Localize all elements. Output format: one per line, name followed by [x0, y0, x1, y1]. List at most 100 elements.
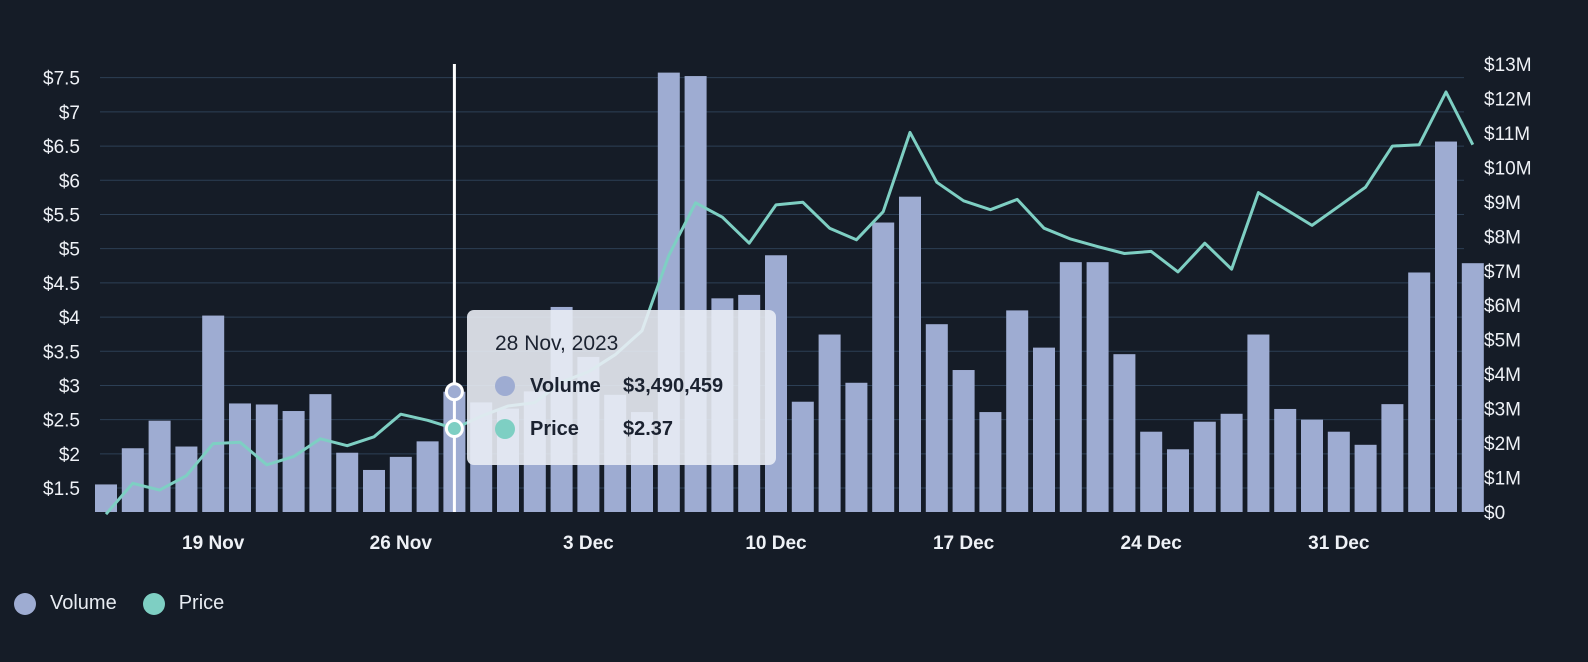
- chart-tooltip: 28 Nov, 2023 Volume $3,490,459 Price $2.…: [467, 310, 776, 465]
- volume-bar[interactable]: [1167, 449, 1189, 512]
- tooltip-price-label: Price: [530, 417, 579, 440]
- left-axis-tick-label: $2.5: [43, 411, 80, 432]
- tooltip-row-price: Price $2.37: [495, 416, 776, 442]
- volume-hover-marker: [444, 382, 464, 402]
- left-axis-labels: $1.5 $2 $2.5 $3 $3.5 $4 $4.5 $5 $5.5 $6 $6.5 $7 $7.5: [43, 69, 80, 500]
- volume-bar[interactable]: [229, 403, 251, 512]
- volume-bar[interactable]: [1354, 444, 1377, 512]
- left-axis-tick-label: $7: [59, 103, 80, 124]
- volume-bar[interactable]: [845, 382, 868, 512]
- legend-volume-label: Volume: [50, 592, 117, 614]
- left-axis-tick-label: $7.5: [43, 69, 80, 90]
- left-axis-tick-label: $4.5: [43, 274, 80, 295]
- right-axis-tick-label: $12M: [1484, 89, 1532, 110]
- left-axis-tick-label: $4: [59, 308, 81, 329]
- legend-price-label: Price: [178, 592, 225, 614]
- right-axis-tick-label: $13M: [1484, 55, 1532, 76]
- price-line: [104, 90, 1475, 516]
- legend-item-volume[interactable]: Volume: [14, 592, 117, 615]
- volume-bar[interactable]: [925, 324, 948, 512]
- volume-bar[interactable]: [1327, 431, 1350, 512]
- price-hover-marker: [444, 419, 464, 439]
- volume-bar[interactable]: [1301, 419, 1323, 512]
- right-axis-tick-label: $3M: [1484, 400, 1521, 421]
- tooltip-date: 28 Nov, 2023: [495, 332, 619, 355]
- x-axis-tick-label: 19 Nov: [182, 533, 245, 554]
- x-axis-tick-label: 24 Dec: [1121, 533, 1183, 554]
- right-axis-tick-label: $5M: [1484, 331, 1521, 352]
- volume-bar[interactable]: [202, 315, 225, 512]
- volume-bar[interactable]: [1408, 272, 1431, 512]
- price-legend-icon: [142, 592, 165, 615]
- left-axis-tick-label: $6: [59, 171, 80, 192]
- volume-bar[interactable]: [899, 196, 921, 512]
- volume-bar[interactable]: [1381, 404, 1404, 512]
- left-axis-tick-label: $3.5: [43, 342, 80, 363]
- tooltip-price-value: $2.37: [623, 417, 674, 440]
- right-axis-tick-label: $7M: [1484, 262, 1521, 283]
- tooltip-volume-label: Volume: [530, 374, 601, 397]
- x-axis-labels: 19 Nov 26 Nov 3 Dec 10 Dec 17 Dec 24 Dec 31 De…: [182, 533, 1370, 554]
- left-axis-tick-label: $5.5: [43, 205, 80, 226]
- hover-crosshair: [444, 64, 464, 512]
- volume-bar[interactable]: [1140, 431, 1163, 512]
- x-axis-tick-label: 26 Nov: [370, 533, 433, 554]
- volume-swatch-icon: [495, 376, 515, 396]
- volume-bar[interactable]: [336, 452, 359, 512]
- volume-bar[interactable]: [952, 370, 975, 512]
- x-axis-tick-label: 10 Dec: [745, 533, 807, 554]
- legend-item-price[interactable]: Price: [142, 592, 225, 615]
- volume-bar[interactable]: [95, 484, 117, 512]
- volume-bar[interactable]: [309, 394, 332, 512]
- right-axis-tick-label: $0: [1484, 503, 1505, 524]
- tooltip-volume-value: $3,490,459: [623, 374, 724, 397]
- right-axis-tick-label: $2M: [1484, 434, 1521, 455]
- right-axis-tick-label: $8M: [1484, 227, 1521, 248]
- volume-bar[interactable]: [1247, 334, 1270, 512]
- left-axis-tick-label: $2: [59, 445, 80, 466]
- x-axis-tick-label: 31 Dec: [1308, 533, 1370, 554]
- volume-bar[interactable]: [1461, 263, 1484, 512]
- volume-bar[interactable]: [416, 441, 439, 512]
- right-axis-tick-label: $9M: [1484, 193, 1521, 214]
- right-axis-tick-label: $1M: [1484, 469, 1521, 490]
- tooltip-row-volume: Volume $3,490,459: [495, 373, 776, 399]
- volume-bar[interactable]: [1059, 262, 1082, 512]
- volume-bar[interactable]: [1435, 141, 1457, 513]
- left-axis-tick-label: $1.5: [43, 479, 80, 500]
- volume-bar[interactable]: [818, 334, 841, 512]
- right-axis-tick-label: $11M: [1484, 124, 1530, 145]
- volume-bar[interactable]: [791, 401, 814, 512]
- volume-bar[interactable]: [148, 420, 171, 512]
- x-axis-tick-label: 17 Dec: [933, 533, 995, 554]
- left-axis-tick-label: $5: [59, 240, 80, 261]
- volume-bars: [95, 72, 1484, 513]
- volume-bar[interactable]: [872, 222, 895, 512]
- volume-bar[interactable]: [175, 446, 198, 512]
- volume-bar[interactable]: [1086, 262, 1109, 512]
- chart-legend: Volume Price: [14, 592, 250, 615]
- volume-bar[interactable]: [979, 412, 1002, 512]
- x-axis-tick-label: 3 Dec: [563, 533, 614, 554]
- right-axis-tick-label: $6M: [1484, 296, 1521, 317]
- right-axis-tick-label: $4M: [1484, 365, 1521, 386]
- volume-bar[interactable]: [282, 411, 305, 512]
- right-axis-labels: $0 $1M $2M $3M $4M $5M $6M $7M $8M $9M $10M $11M $12…: [1484, 55, 1532, 524]
- right-axis-tick-label: $10M: [1484, 158, 1532, 179]
- volume-bar[interactable]: [121, 448, 144, 512]
- volume-bar[interactable]: [1113, 354, 1136, 512]
- volume-bar[interactable]: [363, 469, 385, 512]
- left-axis-tick-label: $3: [59, 376, 80, 397]
- volume-legend-icon: [14, 592, 36, 615]
- volume-bar[interactable]: [1006, 310, 1029, 512]
- volume-bar[interactable]: [1220, 413, 1243, 512]
- price-line-path: [104, 90, 1475, 516]
- volume-bar[interactable]: [1033, 347, 1055, 512]
- left-axis-tick-label: $6.5: [43, 137, 80, 158]
- volume-bar[interactable]: [1274, 408, 1297, 512]
- volume-bar[interactable]: [1193, 421, 1216, 512]
- price-swatch-icon: [495, 419, 515, 439]
- volume-bar[interactable]: [389, 456, 412, 512]
- volume-bar[interactable]: [255, 404, 278, 512]
